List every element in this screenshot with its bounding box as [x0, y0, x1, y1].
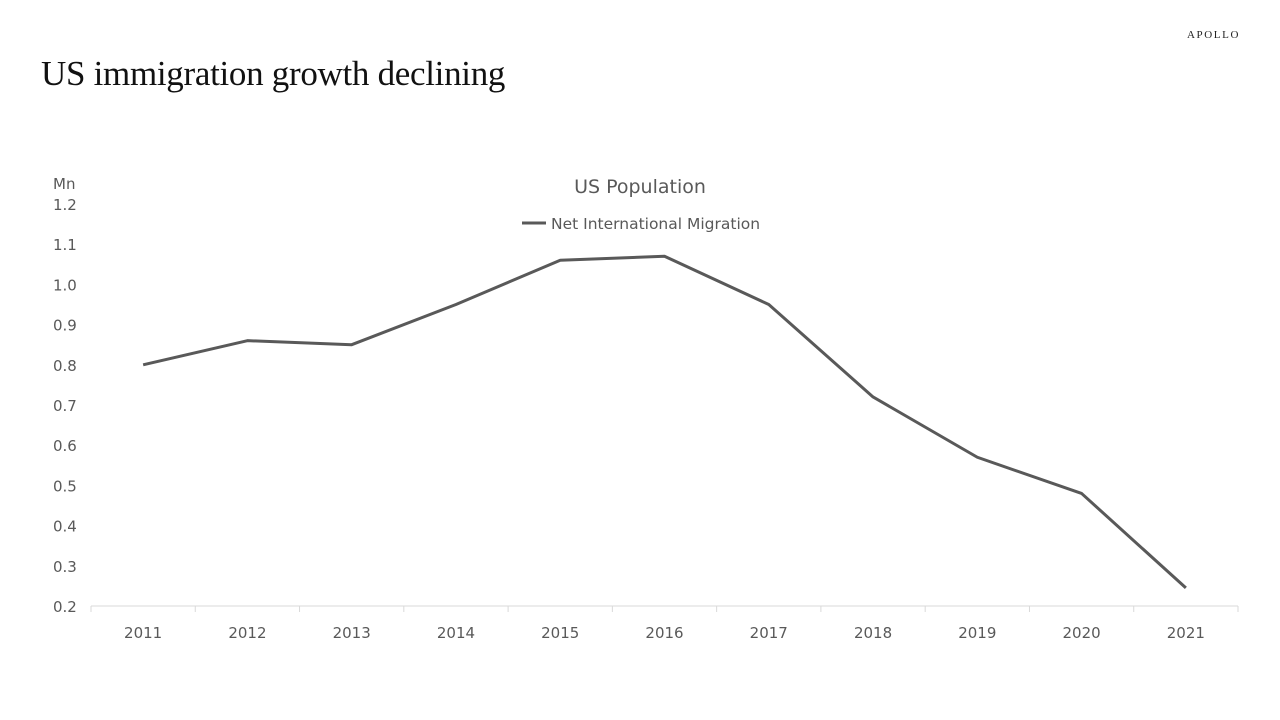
x-tick-label: 2016: [645, 624, 683, 642]
x-tick-label: 2014: [437, 624, 475, 642]
x-tick-label: 2020: [1062, 624, 1100, 642]
y-tick-label: 1.1: [53, 236, 77, 254]
x-tick-label: 2018: [854, 624, 892, 642]
y-tick-label: 0.8: [53, 357, 77, 375]
x-tick-label: 2019: [958, 624, 996, 642]
legend-label: Net International Migration: [551, 215, 760, 233]
x-tick-label: 2012: [228, 624, 266, 642]
y-tick-label: 1.0: [53, 276, 77, 294]
y-tick-label: 0.5: [53, 477, 77, 495]
y-tick-label: 0.3: [53, 558, 77, 576]
y-tick-label: 0.4: [53, 518, 77, 536]
x-tick-label: 2011: [124, 624, 162, 642]
slide-title: US immigration growth declining: [41, 54, 506, 93]
series-line-net-international-migration: [142, 254, 1187, 590]
y-tick-label: 0.7: [53, 397, 77, 415]
y-axis-unit: Mn: [53, 175, 75, 193]
y-tick-label: 0.9: [53, 317, 77, 335]
chart-title: US Population: [574, 176, 706, 198]
x-tick-label: 2021: [1167, 624, 1205, 642]
x-tick-label: 2015: [541, 624, 579, 642]
apollo-logo: APOLLO: [1187, 29, 1240, 41]
x-tick-label: 2013: [333, 624, 371, 642]
y-tick-label: 0.6: [53, 437, 77, 455]
y-tick-label: 1.2: [53, 196, 77, 214]
x-tick-label: 2017: [750, 624, 788, 642]
y-tick-label: 0.2: [53, 598, 77, 616]
